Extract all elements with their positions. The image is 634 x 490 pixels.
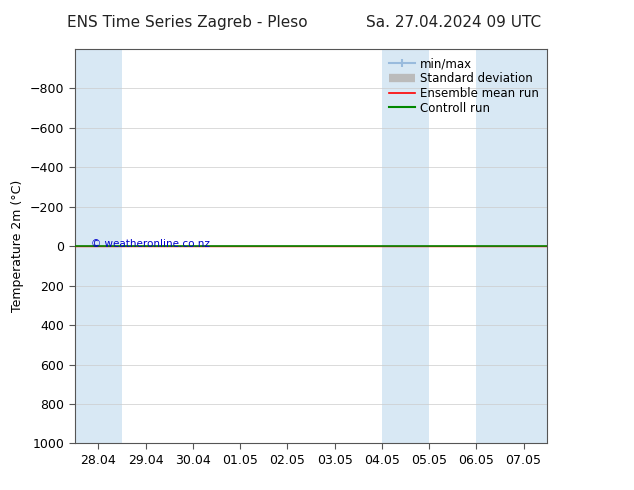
Text: © weatheronline.co.nz: © weatheronline.co.nz [91,239,210,249]
Bar [476,49,547,443]
Legend: min/max, Standard deviation, Ensemble mean run, Controll run: min/max, Standard deviation, Ensemble me… [387,55,541,117]
Bar [382,49,429,443]
Bar [75,49,122,443]
Text: ENS Time Series Zagreb - Pleso: ENS Time Series Zagreb - Pleso [67,15,307,29]
Y-axis label: Temperature 2m (°C): Temperature 2m (°C) [11,180,24,312]
Text: Sa. 27.04.2024 09 UTC: Sa. 27.04.2024 09 UTC [366,15,541,29]
